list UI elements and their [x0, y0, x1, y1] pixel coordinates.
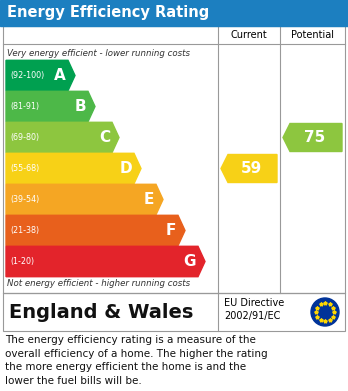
- Text: Current: Current: [231, 30, 267, 40]
- Text: (69-80): (69-80): [10, 133, 39, 142]
- Bar: [3, 293, 345, 331]
- Text: D: D: [119, 161, 132, 176]
- Text: E: E: [144, 192, 154, 207]
- Text: (81-91): (81-91): [10, 102, 39, 111]
- Text: F: F: [166, 223, 176, 238]
- Polygon shape: [6, 246, 205, 277]
- Text: (39-54): (39-54): [10, 195, 39, 204]
- Polygon shape: [283, 124, 342, 151]
- Polygon shape: [6, 122, 119, 153]
- Text: 59: 59: [240, 161, 262, 176]
- Polygon shape: [6, 215, 185, 246]
- Text: (55-68): (55-68): [10, 164, 39, 173]
- Text: Energy Efficiency Rating: Energy Efficiency Rating: [7, 5, 209, 20]
- Text: (21-38): (21-38): [10, 226, 39, 235]
- Polygon shape: [6, 153, 141, 184]
- Bar: [0, 0, 348, 26]
- Text: (92-100): (92-100): [10, 71, 44, 80]
- Polygon shape: [221, 154, 277, 183]
- Text: England & Wales: England & Wales: [9, 303, 193, 321]
- Polygon shape: [6, 60, 75, 91]
- Polygon shape: [6, 91, 95, 122]
- Polygon shape: [6, 184, 163, 215]
- Text: Not energy efficient - higher running costs: Not energy efficient - higher running co…: [7, 280, 190, 289]
- Text: (1-20): (1-20): [10, 257, 34, 266]
- Text: Very energy efficient - lower running costs: Very energy efficient - lower running co…: [7, 48, 190, 57]
- Text: C: C: [99, 130, 110, 145]
- Text: 75: 75: [304, 130, 325, 145]
- Text: 2002/91/EC: 2002/91/EC: [224, 311, 280, 321]
- Text: Potential: Potential: [291, 30, 334, 40]
- Text: G: G: [183, 254, 196, 269]
- Text: EU Directive: EU Directive: [224, 298, 284, 308]
- Circle shape: [311, 298, 339, 326]
- Text: The energy efficiency rating is a measure of the
overall efficiency of a home. T: The energy efficiency rating is a measur…: [5, 335, 268, 386]
- Text: A: A: [54, 68, 66, 83]
- Text: B: B: [74, 99, 86, 114]
- Bar: [3, 26, 345, 293]
